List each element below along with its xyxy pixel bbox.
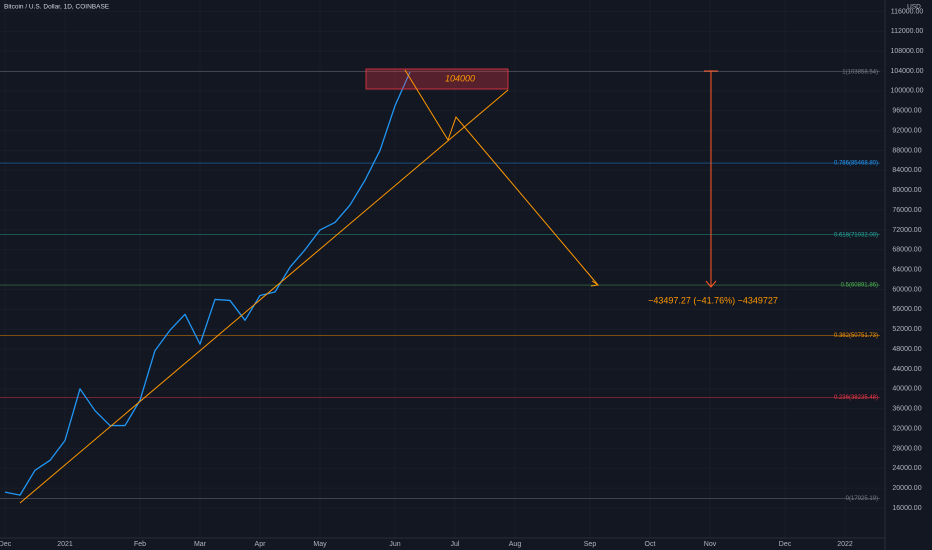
measure-arrow xyxy=(705,280,717,288)
y-tick-label: 16000.00 xyxy=(892,505,921,512)
fib-label: 0(17925.19) xyxy=(846,496,878,502)
fib-label: 0.382(50751.73) xyxy=(834,333,878,339)
arrow-head xyxy=(590,280,600,287)
x-tick-label: Mar xyxy=(194,541,207,548)
y-tick-label: 108000.00 xyxy=(890,48,923,55)
y-tick-label: 20000.00 xyxy=(892,485,921,492)
x-tick-label: Jul xyxy=(451,541,460,548)
measure-label: −43497.27 (−41.76%) −4349727 xyxy=(648,295,778,305)
y-tick-label: 112000.00 xyxy=(891,28,924,35)
y-tick-label: 36000.00 xyxy=(892,406,921,413)
marks xyxy=(4,71,411,496)
y-tick-label: 24000.00 xyxy=(892,465,921,472)
price-line xyxy=(4,71,411,496)
fib-label: 1(103858.54) xyxy=(842,69,878,75)
y-tick-label: 96000.00 xyxy=(892,108,921,115)
x-tick-label: Aug xyxy=(509,541,522,548)
y-tick-label: 80000.00 xyxy=(892,187,921,194)
y-tick-label: 88000.00 xyxy=(892,147,921,154)
y-tick-label: 64000.00 xyxy=(892,266,921,273)
fib-levels: 1(103858.54) 0.786(85468.80) 0.618(71032.0… xyxy=(0,69,880,502)
y-tick-label: 40000.00 xyxy=(892,386,921,393)
x-tick-label: Nov xyxy=(704,541,717,548)
x-tick-label: 2022 xyxy=(837,541,853,548)
y-tick-label: 100000.00 xyxy=(890,88,923,95)
y-tick-label: 28000.00 xyxy=(892,445,921,452)
y-tick-label: 48000.00 xyxy=(892,346,921,353)
y-tick-label: 116000.00 xyxy=(891,8,924,15)
y-tick-label: 52000.00 xyxy=(892,326,921,333)
y-tick-label: 84000.00 xyxy=(892,167,921,174)
x-tick-label: Sep xyxy=(584,541,597,548)
y-tick-label: 92000.00 xyxy=(892,127,921,134)
x-tick-label: Dec xyxy=(779,541,792,548)
projection xyxy=(404,69,599,286)
x-tick-label: Feb xyxy=(134,541,146,548)
fib-label: 0.236(38235.48) xyxy=(834,395,878,401)
box-label: 104000 xyxy=(445,73,475,83)
x-tick-label: 2021 xyxy=(57,541,73,548)
chart-title: Bitcoin / U.S. Dollar, 1D, COINBASE xyxy=(4,4,110,11)
currency: USD xyxy=(907,4,921,11)
y-tick-label: 60000.00 xyxy=(892,286,921,293)
x-tick-label: Apr xyxy=(255,541,267,548)
y-tick-label: 32000.00 xyxy=(892,425,921,432)
fib-label: 0.5(60891.86) xyxy=(841,283,878,289)
y-tick-label: 104000.00 xyxy=(890,68,923,75)
x-tick-label: May xyxy=(313,541,327,548)
fib-label: 0.786(85468.80) xyxy=(834,161,878,167)
y-tick-label: 72000.00 xyxy=(892,227,921,234)
x-tick-label: Jun xyxy=(389,541,400,548)
x-tick-label: Dec xyxy=(0,541,12,548)
y-tick-label: 44000.00 xyxy=(892,366,921,373)
target-box xyxy=(365,68,509,90)
grid xyxy=(0,0,885,538)
x-tick-label: Oct xyxy=(645,541,656,548)
trendline xyxy=(19,89,509,504)
y-tick-label: 76000.00 xyxy=(892,207,921,214)
y-tick-label: 68000.00 xyxy=(892,247,921,254)
fib-label: 0.618(71032.00) xyxy=(834,232,878,238)
y-tick-label: 56000.00 xyxy=(892,306,921,313)
